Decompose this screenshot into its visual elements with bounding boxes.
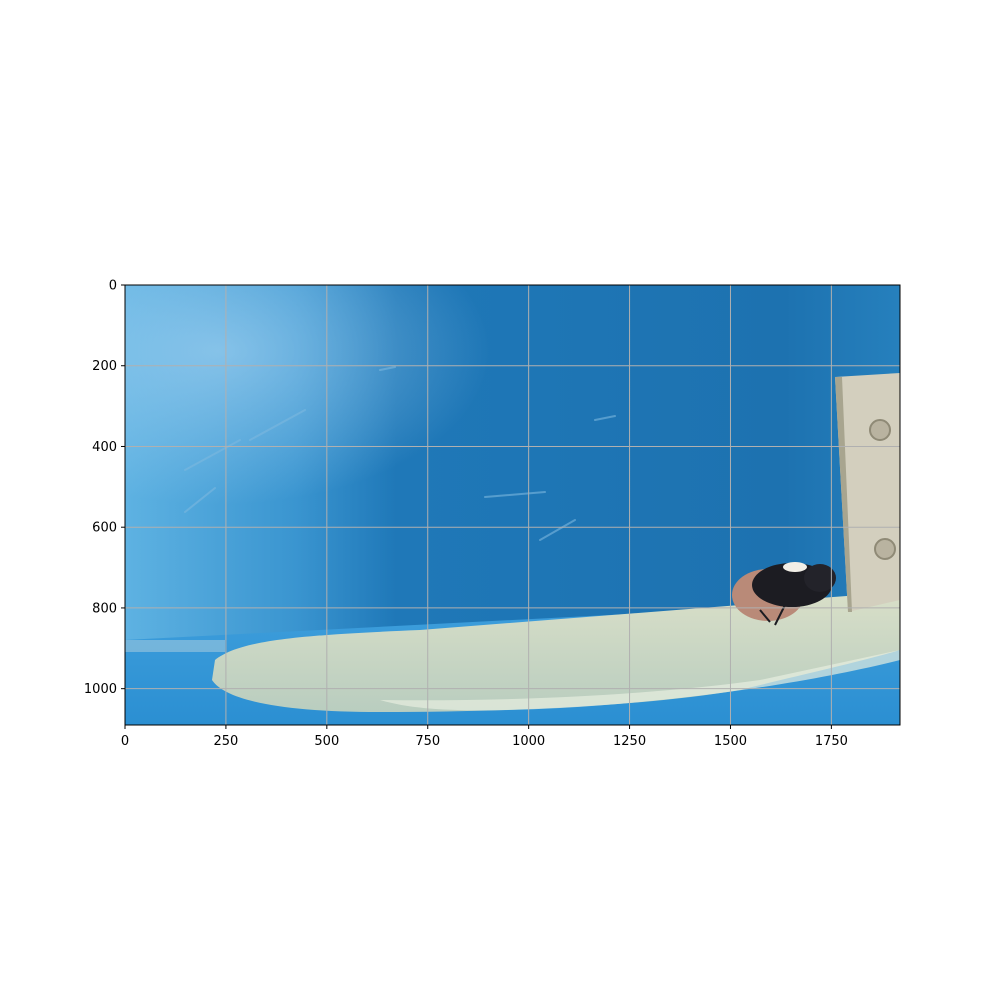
y-tick-label: 600 bbox=[92, 521, 117, 536]
x-axis: 0 250 500 750 1000 1250 1500 1750 bbox=[121, 725, 848, 749]
x-tick-label: 1500 bbox=[714, 734, 747, 749]
y-tick-label: 0 bbox=[109, 279, 117, 294]
y-tick-label: 1000 bbox=[84, 682, 117, 697]
y-axis: 0 200 400 600 800 1000 bbox=[84, 279, 125, 697]
x-tick-label: 750 bbox=[415, 734, 440, 749]
scratches bbox=[184, 366, 616, 541]
y-tick-label: 800 bbox=[92, 601, 117, 616]
metal-plate-shadow bbox=[835, 377, 852, 612]
axes-frame bbox=[124, 284, 901, 726]
x-tick-label: 1000 bbox=[512, 734, 545, 749]
y-tick-label: 400 bbox=[92, 440, 117, 455]
tray-highlight bbox=[380, 650, 900, 711]
x-tick-label: 0 bbox=[121, 734, 129, 749]
x-tick-label: 250 bbox=[213, 734, 238, 749]
screw-lower bbox=[874, 538, 896, 560]
grid-lines bbox=[125, 285, 900, 725]
x-tick-label: 1750 bbox=[815, 734, 848, 749]
tray-edge-band bbox=[125, 640, 225, 652]
screw-upper bbox=[869, 419, 891, 441]
x-tick-label: 500 bbox=[314, 734, 339, 749]
x-tick-label: 1250 bbox=[613, 734, 646, 749]
y-tick-label: 200 bbox=[92, 359, 117, 374]
photo bbox=[125, 285, 900, 725]
feeding-tray bbox=[212, 592, 900, 712]
